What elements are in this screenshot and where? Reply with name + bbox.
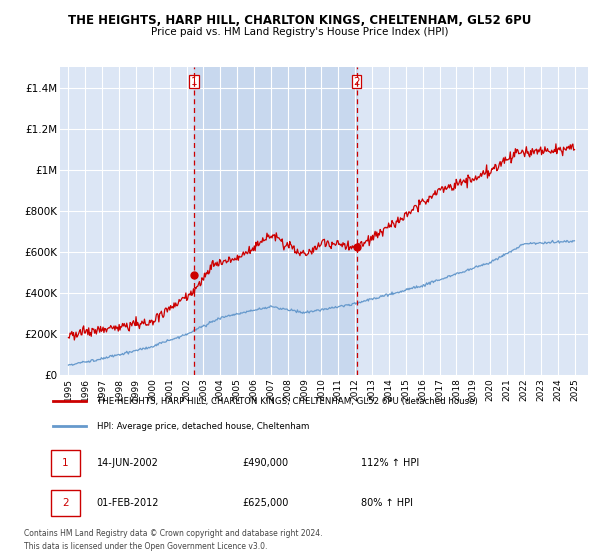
Text: 112% ↑ HPI: 112% ↑ HPI	[361, 458, 419, 468]
Text: 2: 2	[353, 77, 360, 87]
Text: THE HEIGHTS, HARP HILL, CHARLTON KINGS, CHELTENHAM, GL52 6PU (detached house): THE HEIGHTS, HARP HILL, CHARLTON KINGS, …	[97, 397, 478, 406]
Text: THE HEIGHTS, HARP HILL, CHARLTON KINGS, CHELTENHAM, GL52 6PU: THE HEIGHTS, HARP HILL, CHARLTON KINGS, …	[68, 14, 532, 27]
Text: £625,000: £625,000	[242, 498, 289, 508]
Bar	[194, 67, 356, 375]
FancyBboxPatch shape	[50, 491, 80, 516]
FancyBboxPatch shape	[50, 450, 80, 475]
Text: 01-FEB-2012: 01-FEB-2012	[97, 498, 159, 508]
Text: Contains HM Land Registry data © Crown copyright and database right 2024.: Contains HM Land Registry data © Crown c…	[24, 530, 323, 539]
Text: 2: 2	[62, 498, 69, 508]
Text: £490,000: £490,000	[242, 458, 289, 468]
Text: 1: 1	[62, 458, 69, 468]
Text: This data is licensed under the Open Government Licence v3.0.: This data is licensed under the Open Gov…	[24, 542, 268, 551]
Text: 14-JUN-2002: 14-JUN-2002	[97, 458, 158, 468]
Text: 1: 1	[191, 77, 197, 87]
Text: 80% ↑ HPI: 80% ↑ HPI	[361, 498, 413, 508]
Text: HPI: Average price, detached house, Cheltenham: HPI: Average price, detached house, Chel…	[97, 422, 309, 431]
Text: Price paid vs. HM Land Registry's House Price Index (HPI): Price paid vs. HM Land Registry's House …	[151, 27, 449, 37]
